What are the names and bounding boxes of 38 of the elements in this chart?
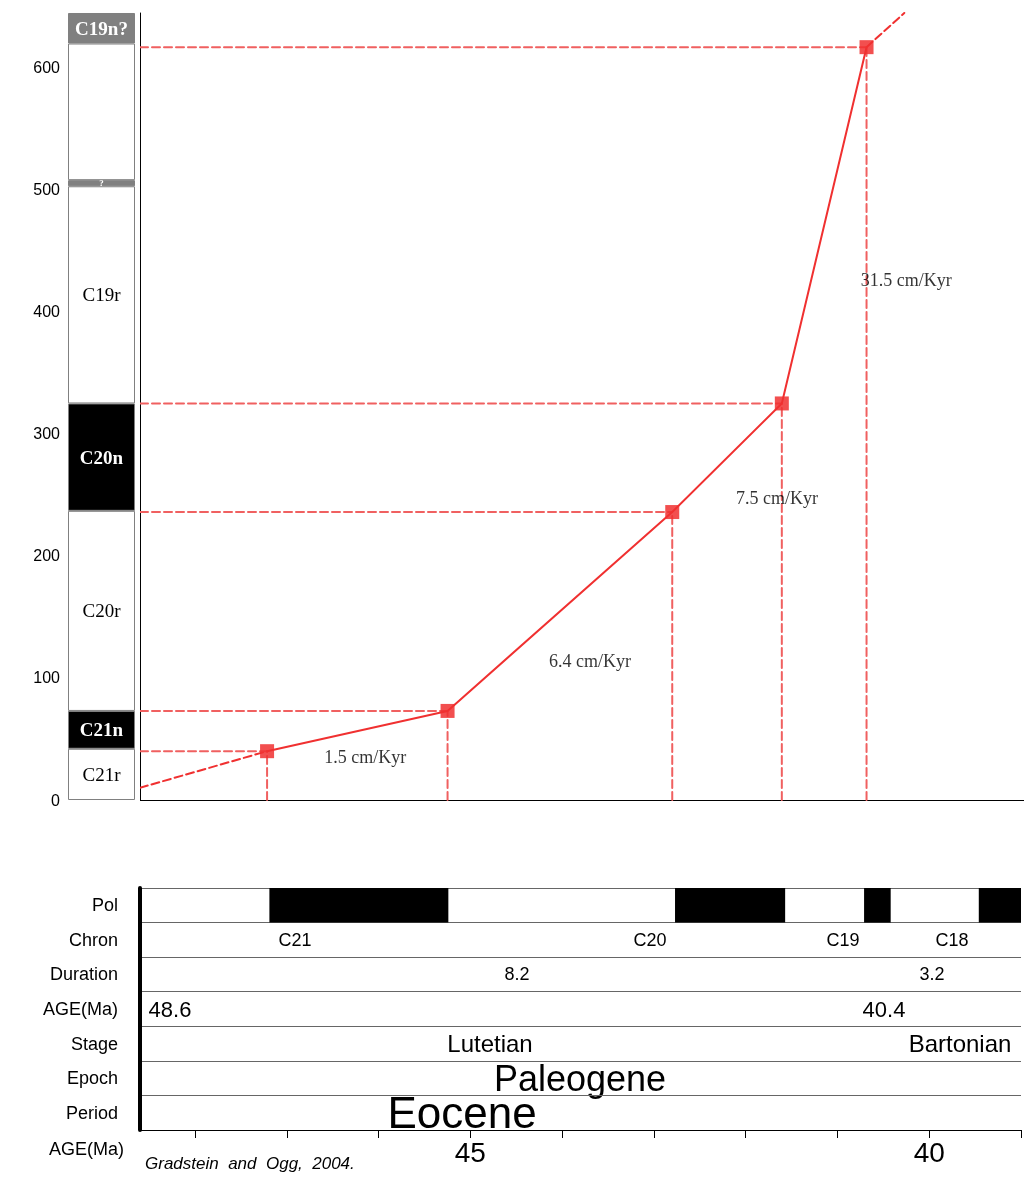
annotation: C19 [826,929,860,950]
annotation: Lutetian [447,1030,533,1058]
annotation: C20 [633,929,667,950]
y-tick-label: Chron [68,929,118,950]
annotation: Bartonian [908,1030,1012,1058]
series-label: C20n [79,446,124,468]
series-label: C19n? [75,17,128,39]
annotation: 1.5 cm/Kyr [324,747,407,768]
text: Gradstein and Ogg, 2004. [145,1154,355,1173]
annotation: 48.6 [148,996,192,1022]
series-label: C19r [82,284,122,306]
series-label: C21r [82,763,122,785]
y-tick-label: 200 [33,547,61,565]
y-tick-label: 0 [51,791,61,809]
y-tick-label: Pol [91,895,118,916]
y-tick-label: 500 [33,181,61,199]
y-tick-label: 600 [33,59,61,77]
y-tick-label: Duration [49,964,118,985]
series-label: C20r [82,600,122,622]
x-tick-label: 40 [913,1136,945,1168]
y-tick-label: 100 [33,669,61,687]
x-tick-label: 45 [454,1136,486,1168]
y-tick-label: Stage [70,1033,118,1054]
annotation: C21 [278,929,312,950]
annotation: 40.4 [862,996,906,1022]
annotation: 3.2 [919,964,945,985]
series-label: ? [99,178,104,189]
annotation: C18 [935,929,969,950]
y-tick-label: 300 [33,425,61,443]
y-tick-label: AGE(Ma) [42,999,118,1019]
annotation: 6.4 cm/Kyr [548,651,631,672]
y-tick-label: Period [65,1102,118,1123]
annotation: 7.5 cm/Kyr [736,487,819,508]
y-tick-label: Epoch [66,1068,118,1089]
annotation: Paleogene [493,1057,667,1099]
annotation: 8.2 [504,964,530,985]
series-label: C21n [79,719,124,741]
y-tick-label: 400 [33,303,61,321]
